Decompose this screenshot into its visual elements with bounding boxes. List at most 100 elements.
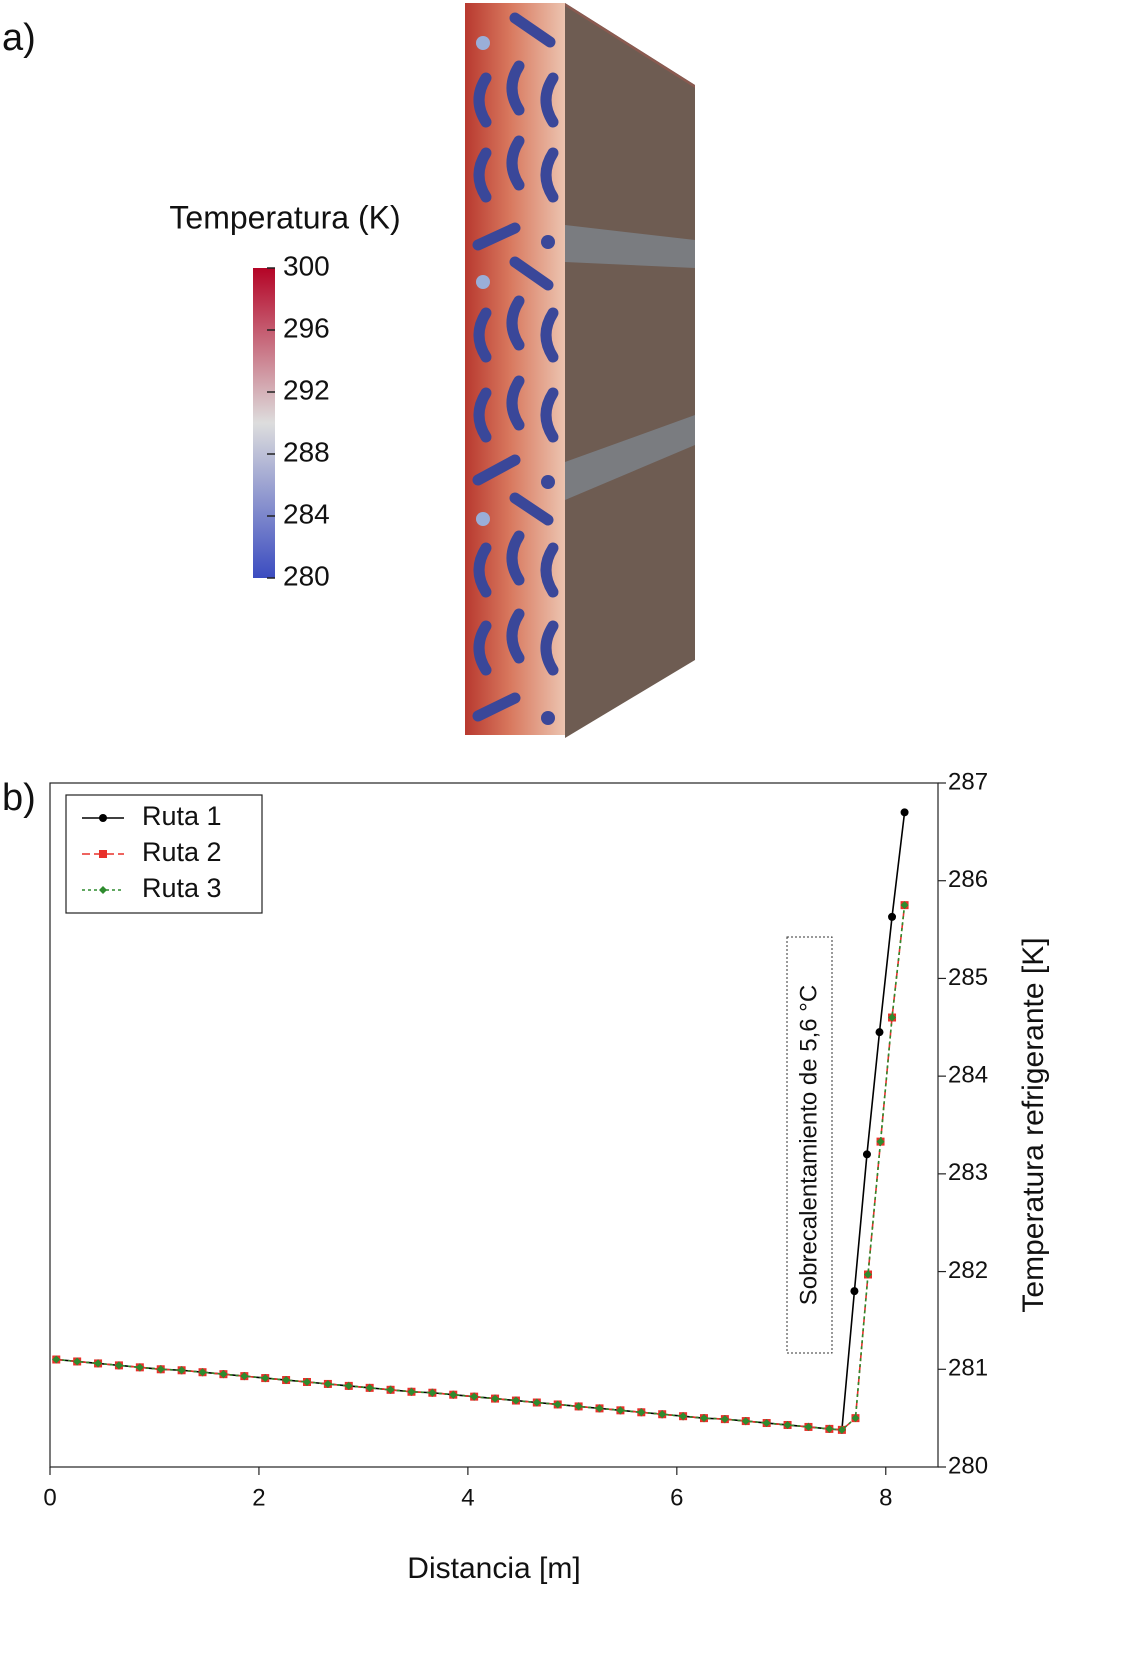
data-point: [407, 1387, 416, 1396]
data-point: [135, 1363, 144, 1372]
legend-label: Ruta 1: [142, 801, 222, 831]
data-point: [261, 1374, 270, 1383]
y-tick-label: 287: [948, 768, 988, 795]
colorbar-tick-label: 288: [283, 436, 330, 467]
tube: [540, 542, 559, 598]
colorbar-tick-label: 280: [283, 560, 330, 591]
data-point: [198, 1368, 207, 1377]
data-point: [804, 1422, 813, 1431]
x-tick-label: 4: [461, 1484, 474, 1511]
data-point: [94, 1359, 103, 1368]
data-point: [699, 1414, 708, 1423]
coil-side-band: [565, 415, 695, 500]
tube: [473, 72, 492, 128]
data-point: [302, 1377, 311, 1386]
x-tick-label: 6: [670, 1484, 683, 1511]
data-point: [240, 1372, 249, 1381]
data-point: [888, 1013, 897, 1022]
tube: [473, 620, 492, 676]
data-point: [825, 1424, 834, 1433]
annotation-box: [786, 936, 833, 1354]
tube-end: [476, 275, 490, 289]
tube: [509, 12, 556, 48]
data-point: [888, 912, 897, 921]
tube: [472, 222, 521, 251]
colorbar-title: Temperatura (K): [169, 199, 400, 235]
legend-marker: [99, 850, 107, 858]
tube: [506, 60, 525, 116]
data-point: [595, 1404, 604, 1413]
data-point: [449, 1390, 458, 1399]
series-line: [56, 905, 906, 1431]
plot-frame: [49, 782, 939, 1468]
data-point: [783, 1420, 792, 1429]
x-tick-label: 8: [879, 1484, 892, 1511]
series-line: [56, 905, 906, 1431]
data-point: [616, 1406, 625, 1415]
tube: [473, 542, 492, 598]
data-point: [428, 1388, 437, 1397]
tube: [473, 147, 492, 203]
data-point: [219, 1370, 228, 1379]
tube-end: [476, 36, 490, 50]
tube: [472, 454, 521, 486]
tube: [540, 147, 559, 203]
panel-label: a): [2, 17, 36, 59]
tube: [473, 387, 492, 443]
y-axis-label: Temperatura refrigerante [K]: [1017, 937, 1050, 1312]
data-point: [114, 1361, 123, 1370]
data-point: [862, 1150, 871, 1159]
colorbar: [253, 268, 275, 578]
data-point: [386, 1385, 395, 1394]
data-point: [532, 1398, 541, 1407]
x-tick-label: 2: [252, 1484, 265, 1511]
coil-side-band: [565, 225, 695, 268]
y-tick-label: 283: [948, 1159, 988, 1186]
data-point: [864, 1270, 873, 1279]
tube: [540, 307, 559, 363]
tube: [473, 307, 492, 363]
x-axis-label: Distancia [m]: [407, 1552, 580, 1585]
tube-end: [541, 711, 555, 725]
tube: [506, 530, 525, 586]
colorbar-tick-label: 292: [283, 374, 330, 405]
tube: [472, 692, 521, 722]
data-point: [282, 1376, 291, 1385]
panel-label: b): [2, 777, 36, 819]
y-tick-label: 285: [948, 964, 988, 991]
tube-end: [541, 475, 555, 489]
data-point: [156, 1365, 165, 1374]
tube: [506, 135, 525, 191]
data-point: [574, 1402, 583, 1411]
y-tick-label: 284: [948, 1061, 988, 1088]
line-panel: b) 0 2 4 6 8 280 281 282 283 284 285 286 287 Distancia…: [2, 768, 1050, 1585]
data-point: [323, 1379, 332, 1388]
data-point: [900, 808, 909, 817]
tubes: [472, 12, 559, 725]
data-point: [344, 1381, 353, 1390]
tube: [506, 295, 525, 351]
data-point: [52, 1355, 61, 1364]
data-point: [553, 1400, 562, 1409]
tube: [509, 492, 554, 526]
tube: [540, 620, 559, 676]
colorbar-panel: a) Temperatura (K) 300 296 292 288 284 280: [2, 17, 401, 591]
legend-label: Ruta 3: [142, 873, 222, 903]
tube: [540, 72, 559, 128]
data-point: [679, 1412, 688, 1421]
data-point: [491, 1394, 500, 1403]
data-point: [470, 1392, 479, 1401]
y-tick-label: 280: [948, 1452, 988, 1479]
data-point: [900, 901, 909, 910]
data-point: [837, 1425, 846, 1434]
tube: [509, 256, 554, 291]
colorbar-tick-label: 296: [283, 312, 330, 343]
colorbar-tick-label: 284: [283, 498, 330, 529]
legend-marker: [99, 886, 107, 894]
tube-end: [476, 512, 490, 526]
data-point: [658, 1410, 667, 1419]
data-point: [876, 1137, 885, 1146]
y-tick-label: 281: [948, 1355, 988, 1382]
y-tick-label: 286: [948, 866, 988, 893]
